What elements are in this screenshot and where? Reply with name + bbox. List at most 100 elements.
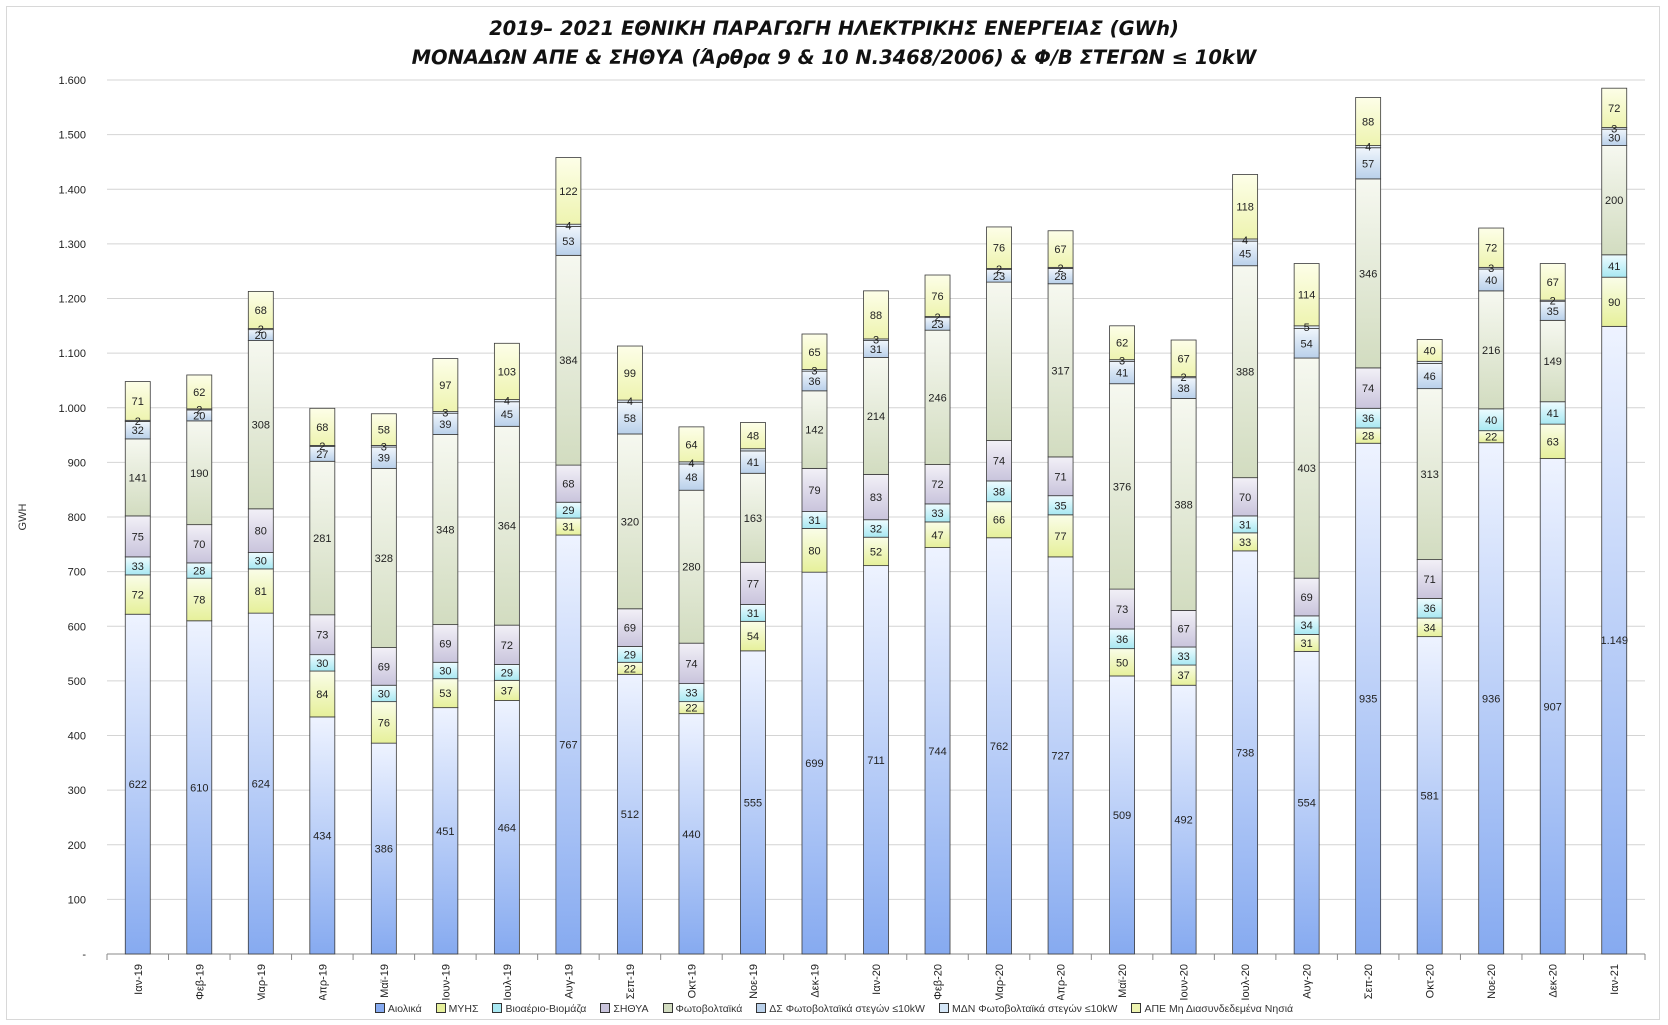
data-label: 72 bbox=[931, 479, 943, 491]
bar-segment bbox=[678, 463, 705, 491]
bar-segment bbox=[1416, 636, 1443, 955]
data-label: 41 bbox=[1608, 261, 1620, 273]
bar-segment bbox=[617, 608, 643, 647]
legend-item: ΣΗΘΥΑ bbox=[600, 1003, 649, 1015]
data-label: 554 bbox=[1297, 798, 1315, 810]
x-tick-label: Φεβ-20 bbox=[933, 964, 945, 1000]
bar-segment bbox=[1539, 458, 1566, 955]
legend-item: Φωτοβολταϊκά bbox=[662, 1003, 742, 1015]
data-label: 4 bbox=[688, 458, 694, 470]
chart-title: 2019– 2021 ΕΘΝΙΚΗ ΠΑΡΑΓΩΓΗ ΗΛΕΚΤΡΙΚΗΣ ΕΝ… bbox=[489, 17, 1179, 40]
data-label: 509 bbox=[1113, 810, 1131, 822]
bar-segment bbox=[1539, 263, 1566, 301]
bar-segment bbox=[1232, 265, 1259, 479]
data-label: 32 bbox=[870, 523, 882, 535]
bar-segment bbox=[370, 413, 397, 446]
x-axis-ticks: Ιαν-19 Φεβ-19 Μαρ-19 Απρ-19 Μαϊ-19 Ιουν-19 Ιου… bbox=[106, 954, 1646, 1000]
data-label: 71 bbox=[1054, 471, 1066, 483]
y-tick-label: 500 bbox=[68, 676, 86, 688]
data-label: 33 bbox=[1177, 651, 1189, 663]
data-labels: 6227233751413227161078287019020262624813… bbox=[129, 103, 1628, 856]
data-label: 440 bbox=[682, 829, 700, 841]
data-label: 36 bbox=[1362, 413, 1374, 425]
x-tick-label: Δεκ-20 bbox=[1548, 964, 1560, 998]
x-tick-label: Ιουλ-19 bbox=[502, 964, 514, 1000]
data-label: 83 bbox=[870, 492, 882, 504]
y-tick-label: 100 bbox=[68, 894, 86, 906]
bar-segment bbox=[124, 381, 151, 421]
data-label: 214 bbox=[867, 411, 885, 423]
data-label: 54 bbox=[747, 631, 759, 643]
data-label: 69 bbox=[378, 661, 390, 673]
bar-segment bbox=[986, 440, 1012, 482]
y-tick-label: 1.200 bbox=[58, 294, 86, 306]
data-label: 103 bbox=[498, 366, 516, 378]
data-label: 2 bbox=[1550, 296, 1556, 308]
data-label: 622 bbox=[129, 779, 147, 791]
data-label: 67 bbox=[1547, 277, 1559, 289]
data-label: 22 bbox=[624, 663, 636, 675]
data-label: 4 bbox=[1242, 235, 1248, 247]
legend-label: Αιολικά bbox=[387, 1003, 422, 1015]
bar-segment bbox=[924, 329, 951, 465]
data-label: 41 bbox=[747, 457, 759, 469]
data-label: 346 bbox=[1359, 268, 1377, 280]
data-label: 58 bbox=[378, 425, 390, 437]
data-label: 555 bbox=[744, 797, 762, 809]
bar-segment bbox=[740, 561, 766, 605]
x-tick-label: Μαϊ-20 bbox=[1117, 964, 1129, 998]
bar-segment bbox=[801, 390, 828, 469]
data-label: 200 bbox=[1605, 195, 1623, 207]
data-label: 74 bbox=[1362, 383, 1374, 395]
bar-segment bbox=[1355, 178, 1382, 369]
data-label: 64 bbox=[685, 439, 697, 451]
bar-segment bbox=[432, 434, 459, 626]
data-label: 71 bbox=[132, 396, 144, 408]
data-label: 4 bbox=[504, 396, 510, 408]
data-label: 57 bbox=[1362, 158, 1374, 170]
bar-segment bbox=[617, 433, 643, 610]
data-label: 28 bbox=[1362, 431, 1374, 443]
data-label: 22 bbox=[1485, 432, 1497, 444]
bar-segment bbox=[986, 226, 1012, 269]
data-label: 2 bbox=[1181, 372, 1187, 384]
y-tick-label: 1.100 bbox=[58, 348, 86, 360]
data-label: 3 bbox=[873, 335, 879, 347]
data-label: 22 bbox=[685, 703, 697, 715]
data-label: 4 bbox=[627, 396, 633, 408]
bar-segment bbox=[432, 707, 459, 955]
data-label: 72 bbox=[501, 640, 513, 652]
data-label: 35 bbox=[1054, 500, 1066, 512]
bar-segment bbox=[1355, 442, 1382, 955]
x-tick-label: Μαϊ-19 bbox=[379, 964, 391, 998]
data-label: 45 bbox=[1239, 248, 1251, 260]
bar-segment bbox=[1047, 456, 1074, 497]
data-label: 216 bbox=[1482, 345, 1500, 357]
data-label: 122 bbox=[559, 186, 577, 198]
data-label: 280 bbox=[682, 562, 700, 574]
bar-segment bbox=[555, 534, 582, 955]
bar-segment bbox=[370, 701, 397, 744]
bar-segment bbox=[309, 614, 336, 656]
data-label: 69 bbox=[1301, 592, 1313, 604]
bar-segment bbox=[370, 742, 397, 955]
data-label: 3 bbox=[811, 365, 817, 377]
bar-segment bbox=[863, 357, 889, 475]
data-label: 73 bbox=[316, 630, 328, 642]
data-label: 2 bbox=[934, 312, 940, 324]
data-label: 492 bbox=[1174, 815, 1192, 827]
data-label: 88 bbox=[870, 310, 882, 322]
legend-label: ΑΠΕ Μη Διασυνδεδεμένα Νησιά bbox=[1144, 1003, 1294, 1015]
data-label: 3 bbox=[1611, 123, 1617, 135]
data-label: 69 bbox=[624, 623, 636, 635]
legend-label: ΣΗΘΥΑ bbox=[613, 1003, 649, 1015]
data-label: 3 bbox=[442, 407, 448, 419]
data-label: 190 bbox=[190, 468, 208, 480]
data-label: 80 bbox=[255, 526, 267, 538]
bar-segment bbox=[186, 620, 213, 955]
data-label: 1.149 bbox=[1600, 635, 1628, 647]
x-tick-label: Ιουν-20 bbox=[1179, 964, 1191, 1000]
data-label: 77 bbox=[747, 578, 759, 590]
x-tick-label: Φεβ-19 bbox=[194, 964, 206, 1000]
chart-title-block: 2019– 2021 ΕΘΝΙΚΗ ΠΑΡΑΓΩΓΗ ΗΛΕΚΤΡΙΚΗΣ ΕΝ… bbox=[0, 14, 1668, 72]
